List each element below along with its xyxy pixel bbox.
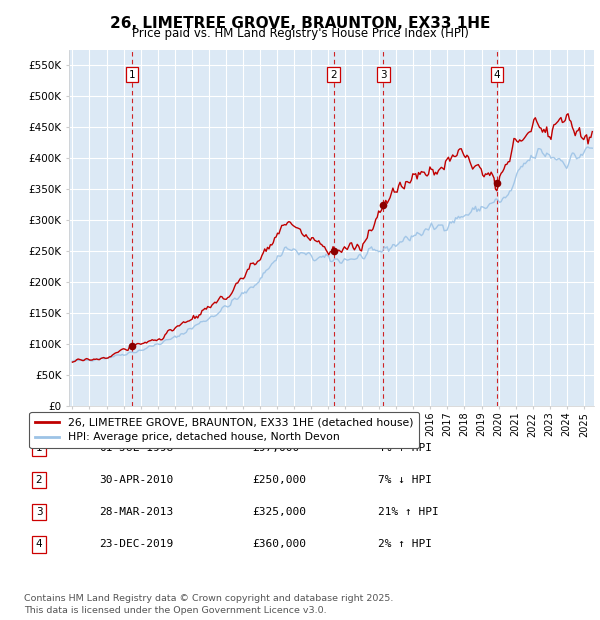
Text: 30-APR-2010: 30-APR-2010 bbox=[99, 475, 173, 485]
Text: 3: 3 bbox=[35, 507, 43, 517]
Text: 23-DEC-2019: 23-DEC-2019 bbox=[99, 539, 173, 549]
Text: £360,000: £360,000 bbox=[252, 539, 306, 549]
Text: 1: 1 bbox=[35, 443, 43, 453]
Text: £325,000: £325,000 bbox=[252, 507, 306, 517]
Text: 28-MAR-2013: 28-MAR-2013 bbox=[99, 507, 173, 517]
Text: 1: 1 bbox=[129, 69, 136, 79]
Text: £250,000: £250,000 bbox=[252, 475, 306, 485]
Text: 4% ↑ HPI: 4% ↑ HPI bbox=[378, 443, 432, 453]
Text: 01-JUL-1998: 01-JUL-1998 bbox=[99, 443, 173, 453]
Text: 4: 4 bbox=[494, 69, 500, 79]
Text: 2% ↑ HPI: 2% ↑ HPI bbox=[378, 539, 432, 549]
Text: 4: 4 bbox=[35, 539, 43, 549]
Text: 3: 3 bbox=[380, 69, 387, 79]
Text: 21% ↑ HPI: 21% ↑ HPI bbox=[378, 507, 439, 517]
Text: Contains HM Land Registry data © Crown copyright and database right 2025.
This d: Contains HM Land Registry data © Crown c… bbox=[24, 594, 394, 615]
Text: 2: 2 bbox=[331, 69, 337, 79]
Text: 7% ↓ HPI: 7% ↓ HPI bbox=[378, 475, 432, 485]
Text: 26, LIMETREE GROVE, BRAUNTON, EX33 1HE: 26, LIMETREE GROVE, BRAUNTON, EX33 1HE bbox=[110, 16, 490, 30]
Text: 2: 2 bbox=[35, 475, 43, 485]
Legend: 26, LIMETREE GROVE, BRAUNTON, EX33 1HE (detached house), HPI: Average price, det: 26, LIMETREE GROVE, BRAUNTON, EX33 1HE (… bbox=[29, 412, 419, 448]
Text: Price paid vs. HM Land Registry's House Price Index (HPI): Price paid vs. HM Land Registry's House … bbox=[131, 27, 469, 40]
Text: £97,000: £97,000 bbox=[252, 443, 299, 453]
